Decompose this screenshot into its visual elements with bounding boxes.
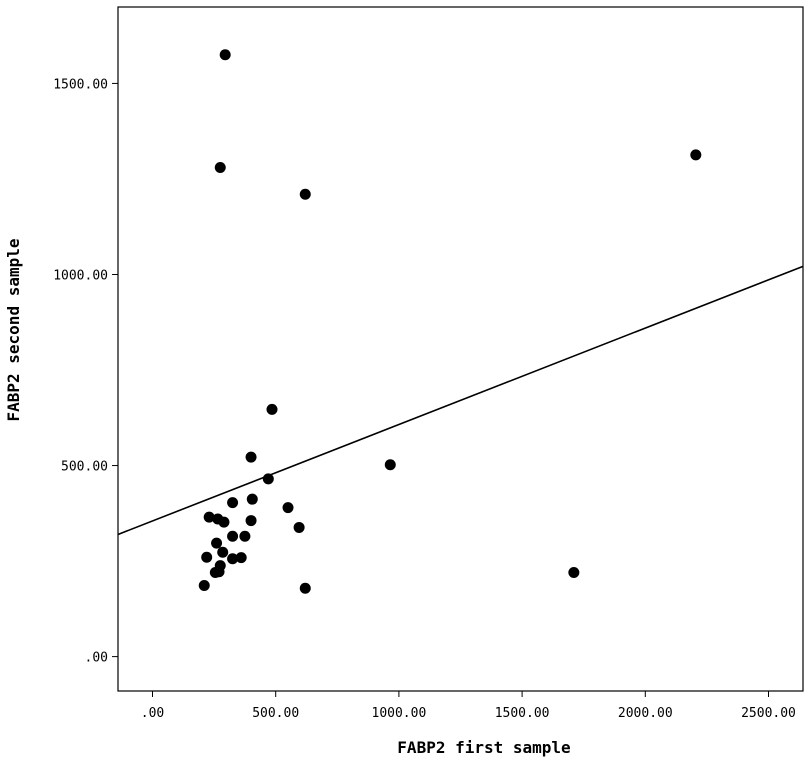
- data-point: [235, 552, 247, 564]
- data-point: [214, 161, 226, 173]
- y-axis-ticks: .00 500.00 1000.00 1500.00: [53, 77, 118, 666]
- data-point: [211, 537, 223, 549]
- x-tick-label: 500.00: [252, 706, 299, 721]
- x-axis-ticks: .00 500.00 1000.00 1500.00 2000.00 2500.00: [141, 691, 796, 721]
- data-point: [282, 502, 294, 514]
- data-point: [245, 515, 257, 527]
- data-point: [262, 473, 274, 485]
- data-point: [299, 188, 311, 200]
- x-axis-title: FABP2 first sample: [397, 738, 570, 757]
- x-tick-label: 1000.00: [372, 706, 427, 721]
- data-point: [218, 516, 230, 528]
- data-point: [198, 580, 210, 592]
- data-point: [213, 566, 225, 578]
- data-point: [219, 49, 231, 61]
- y-axis-title: FABP2 second sample: [4, 238, 23, 421]
- points-layer: [198, 49, 702, 594]
- data-point: [203, 511, 215, 523]
- data-point: [217, 546, 229, 558]
- x-tick-label: 1500.00: [495, 706, 550, 721]
- plot-frame: [117, 6, 804, 692]
- x-tick-label: .00: [141, 706, 164, 721]
- x-tick-label: 2500.00: [741, 706, 796, 721]
- data-point: [227, 530, 239, 542]
- data-point: [201, 551, 213, 563]
- y-tick-label: 1500.00: [53, 77, 108, 92]
- data-point: [227, 497, 239, 509]
- data-point: [299, 582, 311, 594]
- data-point: [690, 149, 702, 161]
- fit-line-layer: [117, 265, 804, 536]
- y-tick-label: 500.00: [61, 460, 108, 475]
- data-point: [239, 530, 251, 542]
- regression-line: [117, 265, 804, 536]
- plot-border: [117, 6, 804, 692]
- data-point: [266, 403, 278, 415]
- x-tick-label: 2000.00: [618, 706, 673, 721]
- y-tick-label: 1000.00: [53, 268, 108, 283]
- data-point: [245, 451, 257, 463]
- y-tick-label: .00: [85, 651, 108, 666]
- data-point: [384, 459, 396, 471]
- data-point: [568, 567, 580, 579]
- data-point: [293, 521, 305, 533]
- data-point: [227, 553, 239, 565]
- data-point: [246, 493, 258, 505]
